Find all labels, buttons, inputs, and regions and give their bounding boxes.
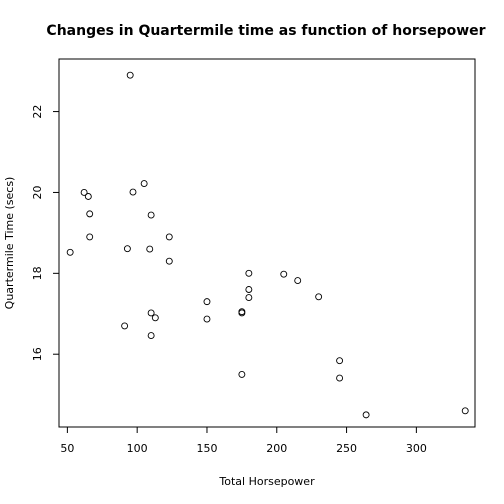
data-points	[66, 71, 469, 419]
chart-title: Changes in Quartermile time as function …	[46, 23, 485, 39]
x-axis-label: Total Horsepower	[218, 475, 315, 488]
data-point	[147, 332, 155, 340]
data-point	[80, 189, 88, 196]
data-point	[126, 71, 134, 79]
data-point	[147, 309, 155, 317]
data-point	[245, 269, 253, 277]
data-point	[280, 270, 288, 278]
data-point	[336, 374, 344, 382]
data-point	[245, 286, 253, 293]
y-tick-label: 20	[31, 185, 44, 199]
y-tick-label: 16	[31, 347, 44, 361]
data-point	[238, 308, 246, 316]
y-tick-label: 22	[31, 105, 44, 119]
x-tick-label: 200	[266, 442, 287, 455]
data-point	[123, 245, 131, 253]
plot-frame	[58, 58, 476, 428]
data-point	[146, 245, 154, 253]
y-tick-label: 18	[31, 266, 44, 280]
data-point	[165, 233, 173, 241]
data-point	[129, 188, 137, 196]
data-point	[203, 315, 211, 323]
data-point	[66, 248, 74, 256]
data-point	[461, 407, 469, 415]
data-point	[294, 277, 302, 285]
data-point	[165, 257, 173, 265]
y-axis: 16 18 20 22	[31, 105, 60, 361]
data-point	[336, 357, 344, 365]
data-point	[151, 314, 159, 322]
data-point	[84, 193, 92, 200]
x-tick-label: 150	[196, 442, 217, 455]
data-point	[245, 294, 253, 302]
x-tick-label: 300	[406, 442, 427, 455]
data-point	[203, 298, 211, 306]
x-tick-label: 100	[127, 442, 148, 455]
y-axis-label: Quartermile Time (secs)	[3, 177, 16, 310]
x-axis: 50 100 150 200 250 300	[60, 426, 427, 455]
data-point	[121, 322, 129, 330]
data-point	[147, 211, 155, 219]
data-point	[140, 180, 148, 188]
data-point	[86, 210, 94, 218]
x-tick-label: 50	[60, 442, 74, 455]
data-point	[315, 293, 323, 301]
data-point	[238, 370, 246, 378]
data-point	[86, 233, 94, 241]
data-point	[362, 411, 370, 419]
x-tick-label: 250	[336, 442, 357, 455]
